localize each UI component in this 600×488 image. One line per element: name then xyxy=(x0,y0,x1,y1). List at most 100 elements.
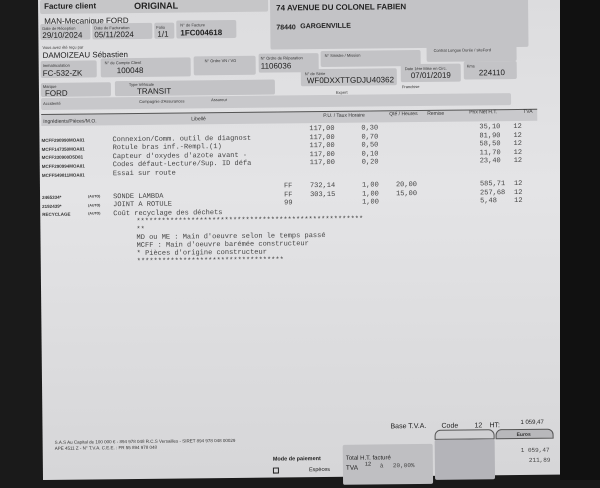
cell-qte: 0,30 xyxy=(361,124,379,133)
folio: 1/1 xyxy=(157,29,169,39)
mileage: 224110 xyxy=(478,68,505,78)
cell-tag: (AUTO) xyxy=(88,194,101,199)
cell-qte: 0,50 xyxy=(361,141,379,150)
cell-code: 99 xyxy=(284,199,293,208)
make: FORD xyxy=(44,88,68,98)
cell-pu: 732,14 xyxy=(309,181,336,191)
cell-prix: 58,50 xyxy=(479,140,501,149)
cell-prix: 585,71 xyxy=(479,180,506,189)
client-account: 100048 xyxy=(116,65,144,76)
ht-value: 1 059,47 xyxy=(520,419,544,426)
tva-code: 12 xyxy=(364,461,372,468)
cell-qte: 1,00 xyxy=(362,190,379,199)
cell-ref: MCFF549811MOA81 xyxy=(41,172,85,178)
col-ref: Ingrédients/Pièces/M.O. xyxy=(43,118,97,125)
date-reception: 29/10/2024 xyxy=(42,30,83,40)
vehicle-type: TRANSIT xyxy=(136,86,172,96)
cell-qte: 0,20 xyxy=(361,158,379,168)
cell-pu: 117,00 xyxy=(309,150,335,159)
legal-line-1: S.A.S Au Capital de 100 000 € - 894 978 … xyxy=(54,437,236,445)
cell-prix: 5,48 xyxy=(480,197,497,206)
invoice-page: Facture client ORIGINAL 74 AVENUE DU COL… xyxy=(38,0,568,485)
cell-libelle: JOINT A ROTULE xyxy=(113,200,173,210)
payment-mode-label: Mode de paiement xyxy=(272,456,321,463)
cell-prix: 81,90 xyxy=(479,131,501,140)
currency-label: Euros xyxy=(516,431,531,439)
cell-pu: 117,00 xyxy=(309,133,335,142)
repair-order: 1106036 xyxy=(260,61,292,71)
cell-tag: (AUTO) xyxy=(88,211,101,216)
cell-qte: 1,00 xyxy=(362,198,379,207)
cell-ref: MCFF330900D5D81 xyxy=(41,154,84,161)
col-tva: TVA xyxy=(523,108,533,115)
tva-rate: 20,00% xyxy=(392,462,415,470)
cell-tva: 12 xyxy=(513,148,523,157)
label: Assureur xyxy=(211,97,228,103)
address: 74 AVENUE DU COLONEL FABIEN xyxy=(276,2,407,13)
label: Vous avez été reçu par xyxy=(42,44,84,50)
photo-background xyxy=(560,0,600,480)
cash-label: Espèces xyxy=(308,466,331,474)
cell-libelle: SONDE LAMBDA xyxy=(113,192,164,201)
cell-code: FF xyxy=(284,190,293,200)
cell-tva: 12 xyxy=(513,140,522,149)
col-pu: P.U. / Taux Horaire xyxy=(323,112,365,120)
cell-tva: 12 xyxy=(513,179,523,189)
label: Contrat Longue Durée / siteFord xyxy=(433,47,491,53)
cell-tva: 12 xyxy=(513,157,523,166)
label: N° Ordre VN / VO xyxy=(204,57,237,64)
tva-amount: 211,89 xyxy=(528,456,551,464)
label: Franchise xyxy=(401,84,420,90)
cell-prix: 35,10 xyxy=(479,123,501,132)
cell-remise: 20,00 xyxy=(395,181,418,190)
cell-prix: 11,70 xyxy=(479,148,501,158)
cell-ref: MCFF147350MOA81 xyxy=(41,146,85,152)
note-line: ****************************************… xyxy=(136,215,364,226)
cell-tag: (AUTO) xyxy=(88,203,101,208)
label: Accidenté xyxy=(43,100,61,106)
cell-pu: 117,00 xyxy=(309,159,335,168)
cell-tva: 12 xyxy=(513,131,522,140)
city: GARGENVILLE xyxy=(300,22,351,31)
cash-checkbox[interactable] xyxy=(272,467,279,474)
tva-label: TVA xyxy=(345,464,359,472)
cell-ref: MCFF290994MOA81 xyxy=(41,163,85,169)
cell-prix: 23,40 xyxy=(479,157,501,166)
note-line: ** xyxy=(136,225,145,234)
col-qte: Qté / Heures xyxy=(389,111,418,118)
label: Compagnie d'Assurances xyxy=(139,98,185,104)
cell-pu: 117,00 xyxy=(309,124,335,134)
cell-qte: 1,00 xyxy=(361,181,379,190)
tab-blank xyxy=(434,429,495,440)
cell-tva: 12 xyxy=(514,188,523,197)
invoice-number: 1FC004618 xyxy=(180,28,223,38)
cell-prix: 257,68 xyxy=(480,188,506,197)
label: N° de Compte Client xyxy=(104,59,142,66)
date-facturation: 05/11/2024 xyxy=(94,29,134,40)
registration: FC-532-ZK xyxy=(42,68,83,78)
cell-qte: 0,10 xyxy=(361,150,379,159)
cell-pu: 117,00 xyxy=(309,142,335,151)
doc-type: Facture client xyxy=(44,1,97,11)
first-registration: 07/01/2019 xyxy=(410,70,451,81)
cell-remise: 15,00 xyxy=(396,189,418,198)
label: N° de Facture xyxy=(180,22,206,28)
currency-tab: Euros xyxy=(495,428,554,440)
cell-code: FF xyxy=(283,182,293,191)
col-prix: Prix Net H.T. xyxy=(469,109,498,116)
cell-libelle: Essai sur route xyxy=(112,169,176,179)
vin: WF0DXXTTGDJU40362 xyxy=(306,75,395,86)
col-remise: Remise xyxy=(427,110,445,117)
cell-qte: 0,70 xyxy=(361,133,379,142)
cell-ref: MCFF290990MOA81 xyxy=(41,137,85,144)
original-stamp: ORIGINAL xyxy=(134,0,179,11)
label: Immatriculation xyxy=(42,62,70,68)
cell-ref: 2192439* xyxy=(42,203,62,209)
cell-pu: 303,15 xyxy=(310,190,336,199)
total-ht-value: 1 059,47 xyxy=(520,446,550,454)
label: N° Sinistre / Mission xyxy=(324,52,361,59)
col-libelle: Libellé xyxy=(191,116,206,123)
cell-tva: 12 xyxy=(513,122,522,132)
base-tva-label: Base T.V.A. xyxy=(390,422,427,431)
note-line: *********************************** xyxy=(136,256,284,266)
